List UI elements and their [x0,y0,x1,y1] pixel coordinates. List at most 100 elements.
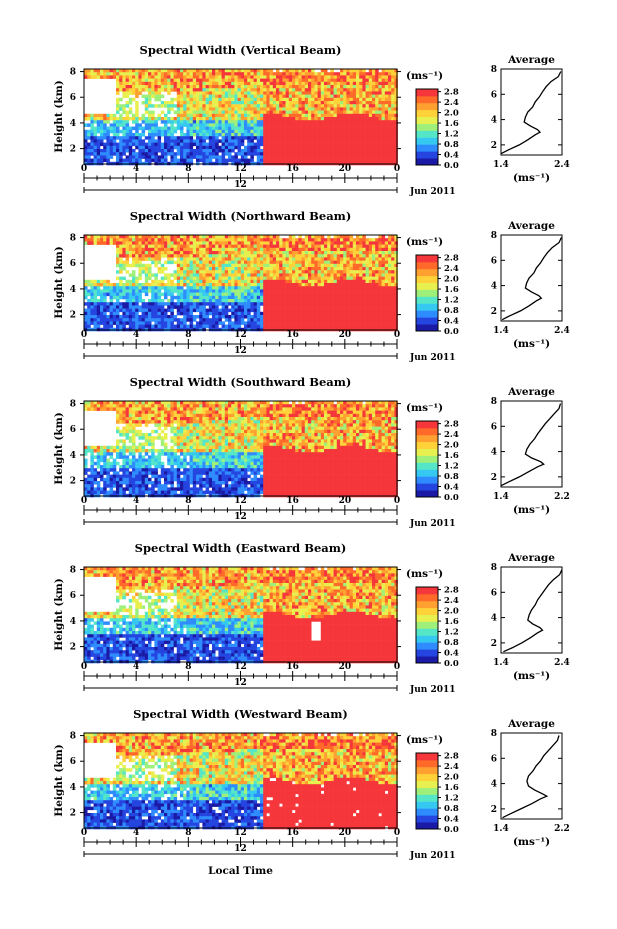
heatmap-cell [128,126,133,131]
heatmap-cell [215,283,219,287]
heatmap-cell [266,126,270,131]
heatmap-cell [272,85,277,89]
heatmap-cell [324,244,328,249]
heatmap-cell [135,91,139,95]
heatmap-cell [381,152,386,156]
heatmap-cell [192,133,197,137]
heatmap-cell [224,244,229,249]
heatmap-cell [260,311,264,316]
heatmap-cell [128,308,133,313]
heatmap-cell [234,152,238,156]
heatmap-cell [148,129,152,134]
heatmap-cell [295,286,299,290]
heatmap-cell [391,69,395,73]
heatmap-cell [266,247,270,252]
heatmap-cell [202,85,206,89]
heatmap-cell [199,308,203,313]
heatmap-cell [192,254,197,258]
heatmap-cell [151,238,155,242]
heatmap-cell [320,75,325,79]
heatmap-cell [192,123,197,127]
heatmap-cell [276,155,280,159]
heatmap-cell [228,260,232,265]
heatmap-cell [109,238,114,242]
heatmap-cell [269,94,274,99]
heatmap-cell [247,263,251,268]
heatmap-cell [327,88,331,92]
heatmap-cell [333,107,338,111]
heatmap-cell [215,72,219,76]
heatmap-cell [103,142,107,147]
heatmap-cell [340,142,344,147]
heatmap-cell [314,311,318,316]
heatmap-cell [260,295,264,300]
heatmap-cell [391,123,395,127]
heatmap-cell [340,235,344,239]
heatmap-cell [106,155,110,159]
heatmap-cell [327,299,331,303]
heatmap-cell [388,107,392,111]
heatmap-cell [301,279,306,284]
heatmap-cell [157,308,162,313]
heatmap-cell [359,91,363,95]
heatmap-cell [375,136,379,140]
heatmap-cell [109,152,114,156]
heatmap-cell [282,117,286,121]
heatmap-cell [128,321,133,325]
heatmap-cell [247,315,251,319]
heatmap-cell [173,295,178,300]
heatmap-cell [343,129,347,134]
x-tick-label: 12 [234,164,247,174]
heatmap-cell [295,117,299,121]
heatmap-cell [263,94,267,99]
heatmap-cell [122,247,126,252]
heatmap-cell [333,289,338,293]
heatmap-cell [330,254,334,258]
heatmap-cell [192,270,197,274]
heatmap-cell [352,101,357,105]
heatmap-cell [272,149,277,153]
heatmap-cell [336,263,341,268]
heatmap-cell [148,133,152,137]
heatmap-cell [218,308,222,313]
heatmap-cell [314,129,318,134]
heatmap-cell [128,117,133,121]
heatmap-cell [352,123,357,127]
heatmap-cell [340,267,344,271]
heatmap-cell [116,299,120,303]
heatmap-cell [186,286,190,290]
heatmap-cell [276,91,280,95]
heatmap-cell [266,97,270,102]
heatmap-cell [112,308,117,313]
heatmap-cell [269,158,274,163]
heatmap-cell [183,145,187,150]
heatmap-cell [202,315,206,319]
heatmap-cell [224,139,229,143]
heatmap-cell [218,129,222,134]
heatmap-cell [237,123,242,127]
heatmap-cell [336,292,341,297]
heatmap-cell [352,139,357,143]
heatmap-cell [208,238,213,242]
heatmap-cell [151,139,155,143]
heatmap-cell [285,247,290,252]
heatmap-cell [218,270,222,274]
heatmap-cell [269,110,274,115]
heatmap-cell [308,267,312,271]
heatmap-cell [234,97,238,102]
heatmap-cell [224,241,229,245]
heatmap-cell [189,318,194,322]
heatmap-cell [330,267,334,271]
heatmap-cell [122,283,126,287]
heatmap-cell [176,257,181,261]
heatmap-cell [253,78,258,83]
heatmap-cell [333,299,338,303]
heatmap-cell [285,107,290,111]
heatmap-cell [324,113,328,118]
heatmap-cell [154,158,158,163]
heatmap-cell [183,283,187,287]
heatmap-cell [336,126,341,131]
heatmap-cell [100,299,104,303]
heatmap-cell [122,263,126,268]
heatmap-cell [288,78,293,83]
